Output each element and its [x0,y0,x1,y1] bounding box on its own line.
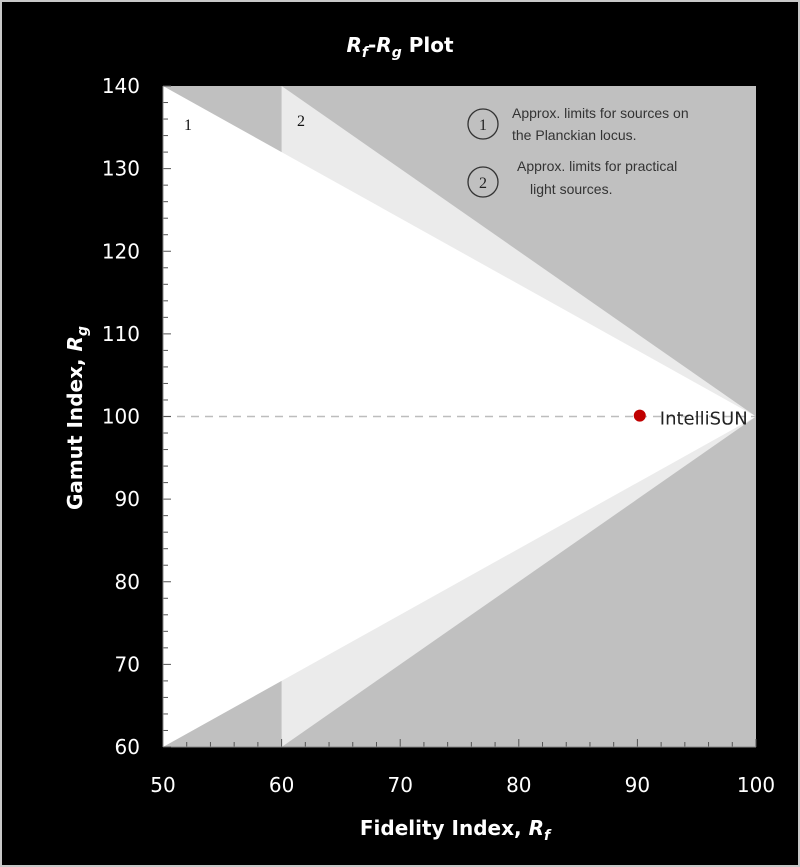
annotation-marker-2-circle [467,166,499,198]
annotation-1-line1: Approx. limits for sources on [512,105,689,121]
annotation-marker-2: 2 [479,175,487,192]
y-tick-label: 60 [115,735,140,759]
y-tick-label: 100 [102,405,140,429]
y-tick-label: 80 [115,570,140,594]
y-tick-label: 140 [102,74,140,98]
y-tick-label: 120 [102,239,140,263]
annotation-2-line1: Approx. limits for practical [517,158,677,174]
chart-title: Rf-Rg Plot [346,33,453,61]
x-tick-label: 60 [269,773,294,797]
y-axis-ticks: 60 70 80 90 100 110 120 130 140 [102,74,171,759]
data-points: IntelliSUN [633,409,748,430]
x-tick-label: 80 [506,773,531,797]
region-1-label: 1 [184,117,192,134]
x-tick-label: 100 [737,773,775,797]
y-tick-label: 90 [115,487,140,511]
x-axis-label: Fidelity Index, Rf [360,816,552,844]
legend-annotations: 1 Approx. limits for sources on the Planck… [467,105,689,198]
annotation-marker-1-circle [467,108,499,140]
x-tick-label: 50 [150,773,175,797]
y-tick-label: 130 [102,157,140,181]
region-2-label: 2 [297,113,305,130]
plot-area [163,86,756,747]
x-tick-label: 90 [625,773,650,797]
data-point [633,409,646,422]
annotation-marker-1: 1 [479,117,487,134]
y-tick-label: 70 [115,652,140,676]
y-axis-label: Gamut Index, Rg [63,326,91,510]
y-tick-label: 110 [102,322,140,346]
data-point-label: IntelliSUN [660,409,748,430]
x-tick-label: 70 [387,773,412,797]
x-axis-ticks: 50 60 70 80 90 100 [150,739,775,797]
annotation-1-line2: the Planckian locus. [512,127,637,143]
annotation-2-line2: light sources. [530,181,612,197]
